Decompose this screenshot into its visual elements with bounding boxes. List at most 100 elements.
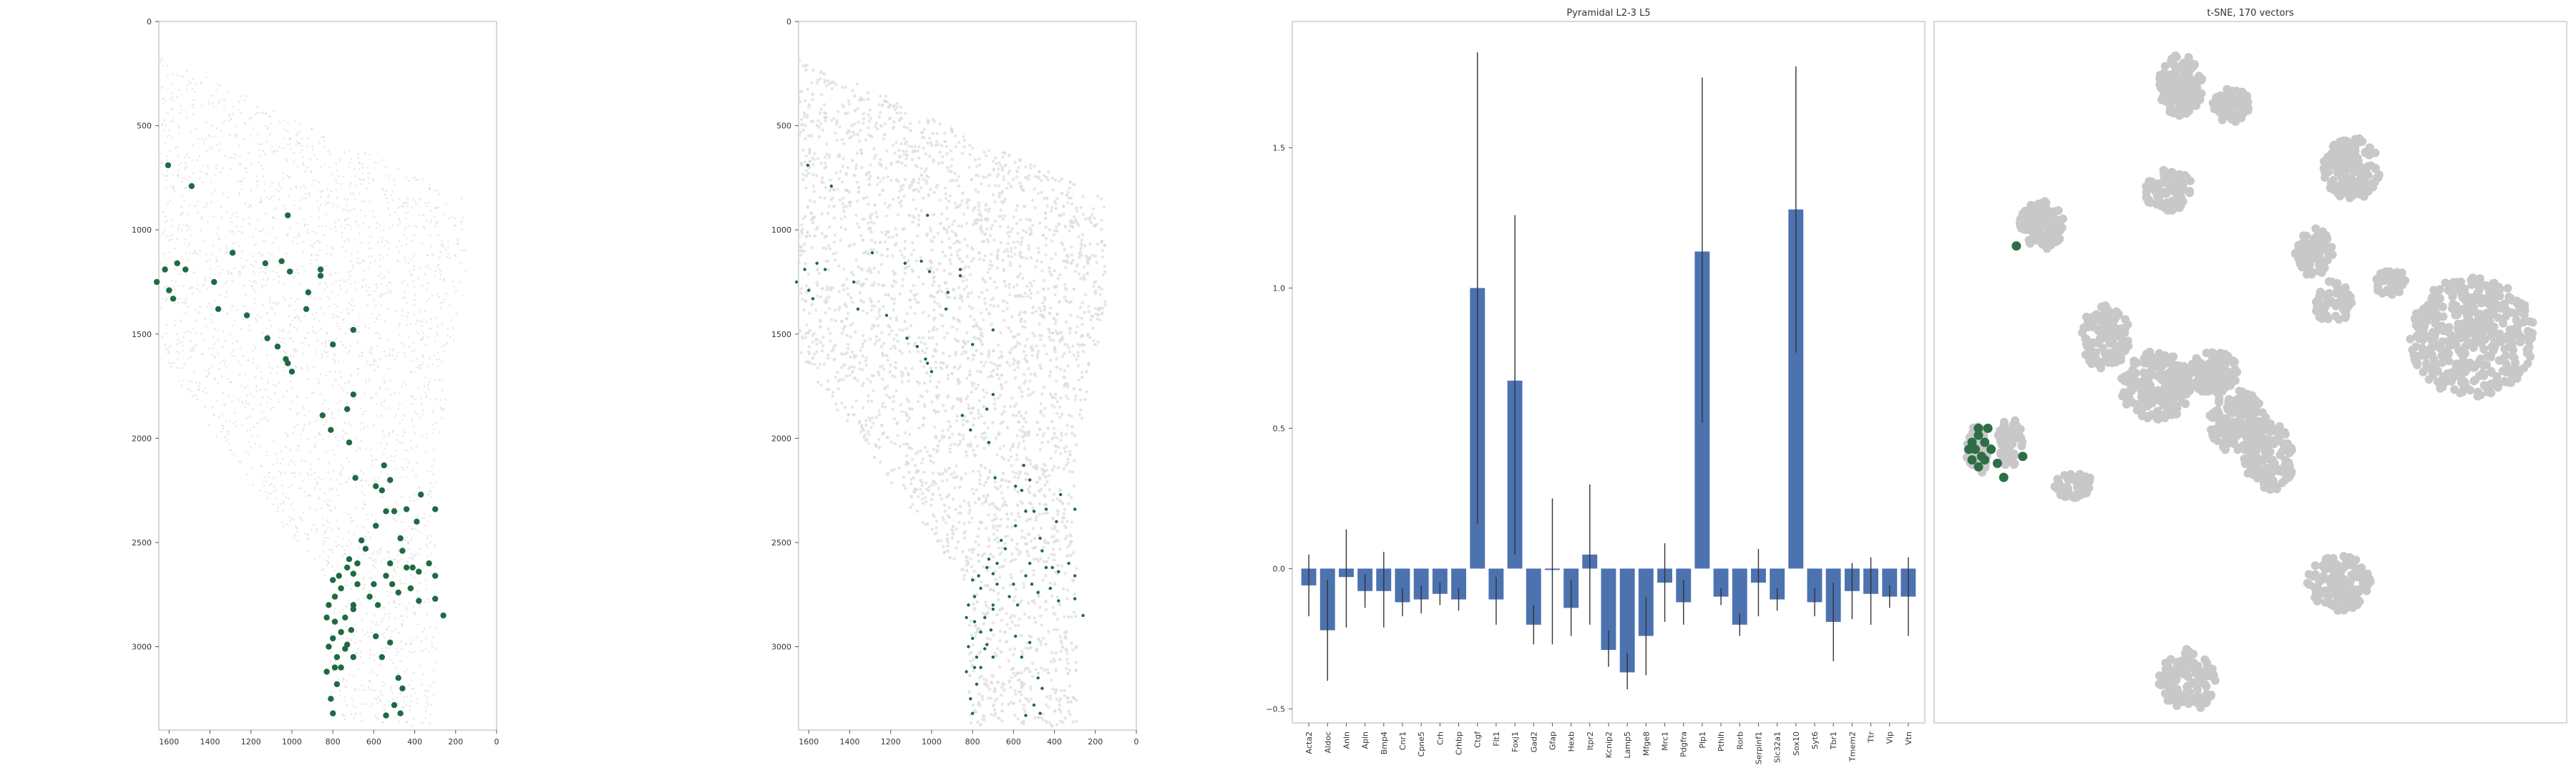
background-cell [426,299,428,302]
background-cell [212,102,214,104]
background-cell [192,78,194,81]
background-cell [425,578,427,580]
background-cell [288,305,291,308]
background-cell [192,99,195,101]
background-cell [341,545,343,548]
background-cell [410,539,412,542]
background-cell [297,412,300,414]
background-cell [311,183,313,185]
background-cell [390,291,392,294]
background-cell [399,660,402,663]
background-cell [237,180,240,183]
background-cell [409,439,412,442]
background-cell [392,601,395,603]
background-cell [326,504,329,507]
background-cell [426,265,429,267]
background-cell [354,689,356,691]
background-cell [266,312,268,314]
background-cell [294,316,297,319]
background-cell [353,323,355,326]
background-cell [269,115,272,117]
background-cell [300,186,302,188]
background-cell [396,439,398,441]
background-cell [232,248,234,251]
background-cell [188,242,190,245]
background-cell [177,132,180,135]
background-cell [210,181,212,183]
background-cell [348,639,351,641]
background-cell [416,590,419,593]
background-cell [326,527,329,529]
background-cell [225,247,228,249]
background-cell [291,319,294,321]
background-cell [361,525,364,528]
background-cell [183,331,185,334]
background-cell [252,281,254,283]
background-cell [366,304,369,306]
background-cell [311,145,314,147]
background-cell [259,200,262,203]
background-cell [399,219,401,222]
background-cell [399,205,401,208]
background-cell [342,590,345,593]
background-cell [282,370,285,372]
background-cell [428,515,431,517]
background-cell [218,142,221,145]
background-cell [303,171,306,174]
background-cell [412,255,415,258]
background-cell [413,265,415,267]
background-cell [404,203,406,205]
background-cell [356,631,358,633]
background-cell [245,260,248,262]
background-cell [398,603,401,606]
background-cell [410,574,413,576]
background-cell [223,154,226,157]
background-cell [225,211,228,214]
background-cell [279,462,282,465]
background-cell [404,432,406,434]
background-cell [401,281,404,283]
background-cell [375,287,378,289]
background-cell [302,511,305,514]
background-cell [399,392,401,394]
background-cell [317,377,319,379]
background-cell [270,371,273,374]
background-cell [218,416,220,419]
background-cell [409,573,411,576]
background-cell [442,245,444,248]
background-cell [359,602,361,605]
background-cell [431,424,434,426]
background-cell [183,243,185,245]
background-cell [401,466,404,469]
background-cell [422,361,424,364]
background-cell [409,394,412,397]
background-cell [389,213,391,216]
background-cell [296,423,298,426]
background-cell [386,628,389,631]
background-cell [238,245,240,248]
background-cell [338,439,340,442]
background-cell [284,298,286,301]
tissue-background-cells [157,57,467,727]
background-cell [207,371,210,373]
background-cell [275,207,278,209]
background-cell [367,176,369,179]
background-cell [354,641,356,644]
background-cell [387,505,389,508]
background-cell [183,187,186,189]
background-cell [171,108,174,110]
background-cell [421,354,424,356]
background-cell [208,373,210,375]
background-cell [343,382,346,385]
background-cell [260,465,262,467]
background-cell [293,152,295,154]
background-cell [357,325,360,328]
background-cell [420,324,423,327]
background-cell [437,234,439,236]
background-cell [248,280,251,282]
background-cell [339,279,341,282]
background-cell [268,366,271,369]
background-cell [376,701,379,704]
background-cell [172,288,174,291]
